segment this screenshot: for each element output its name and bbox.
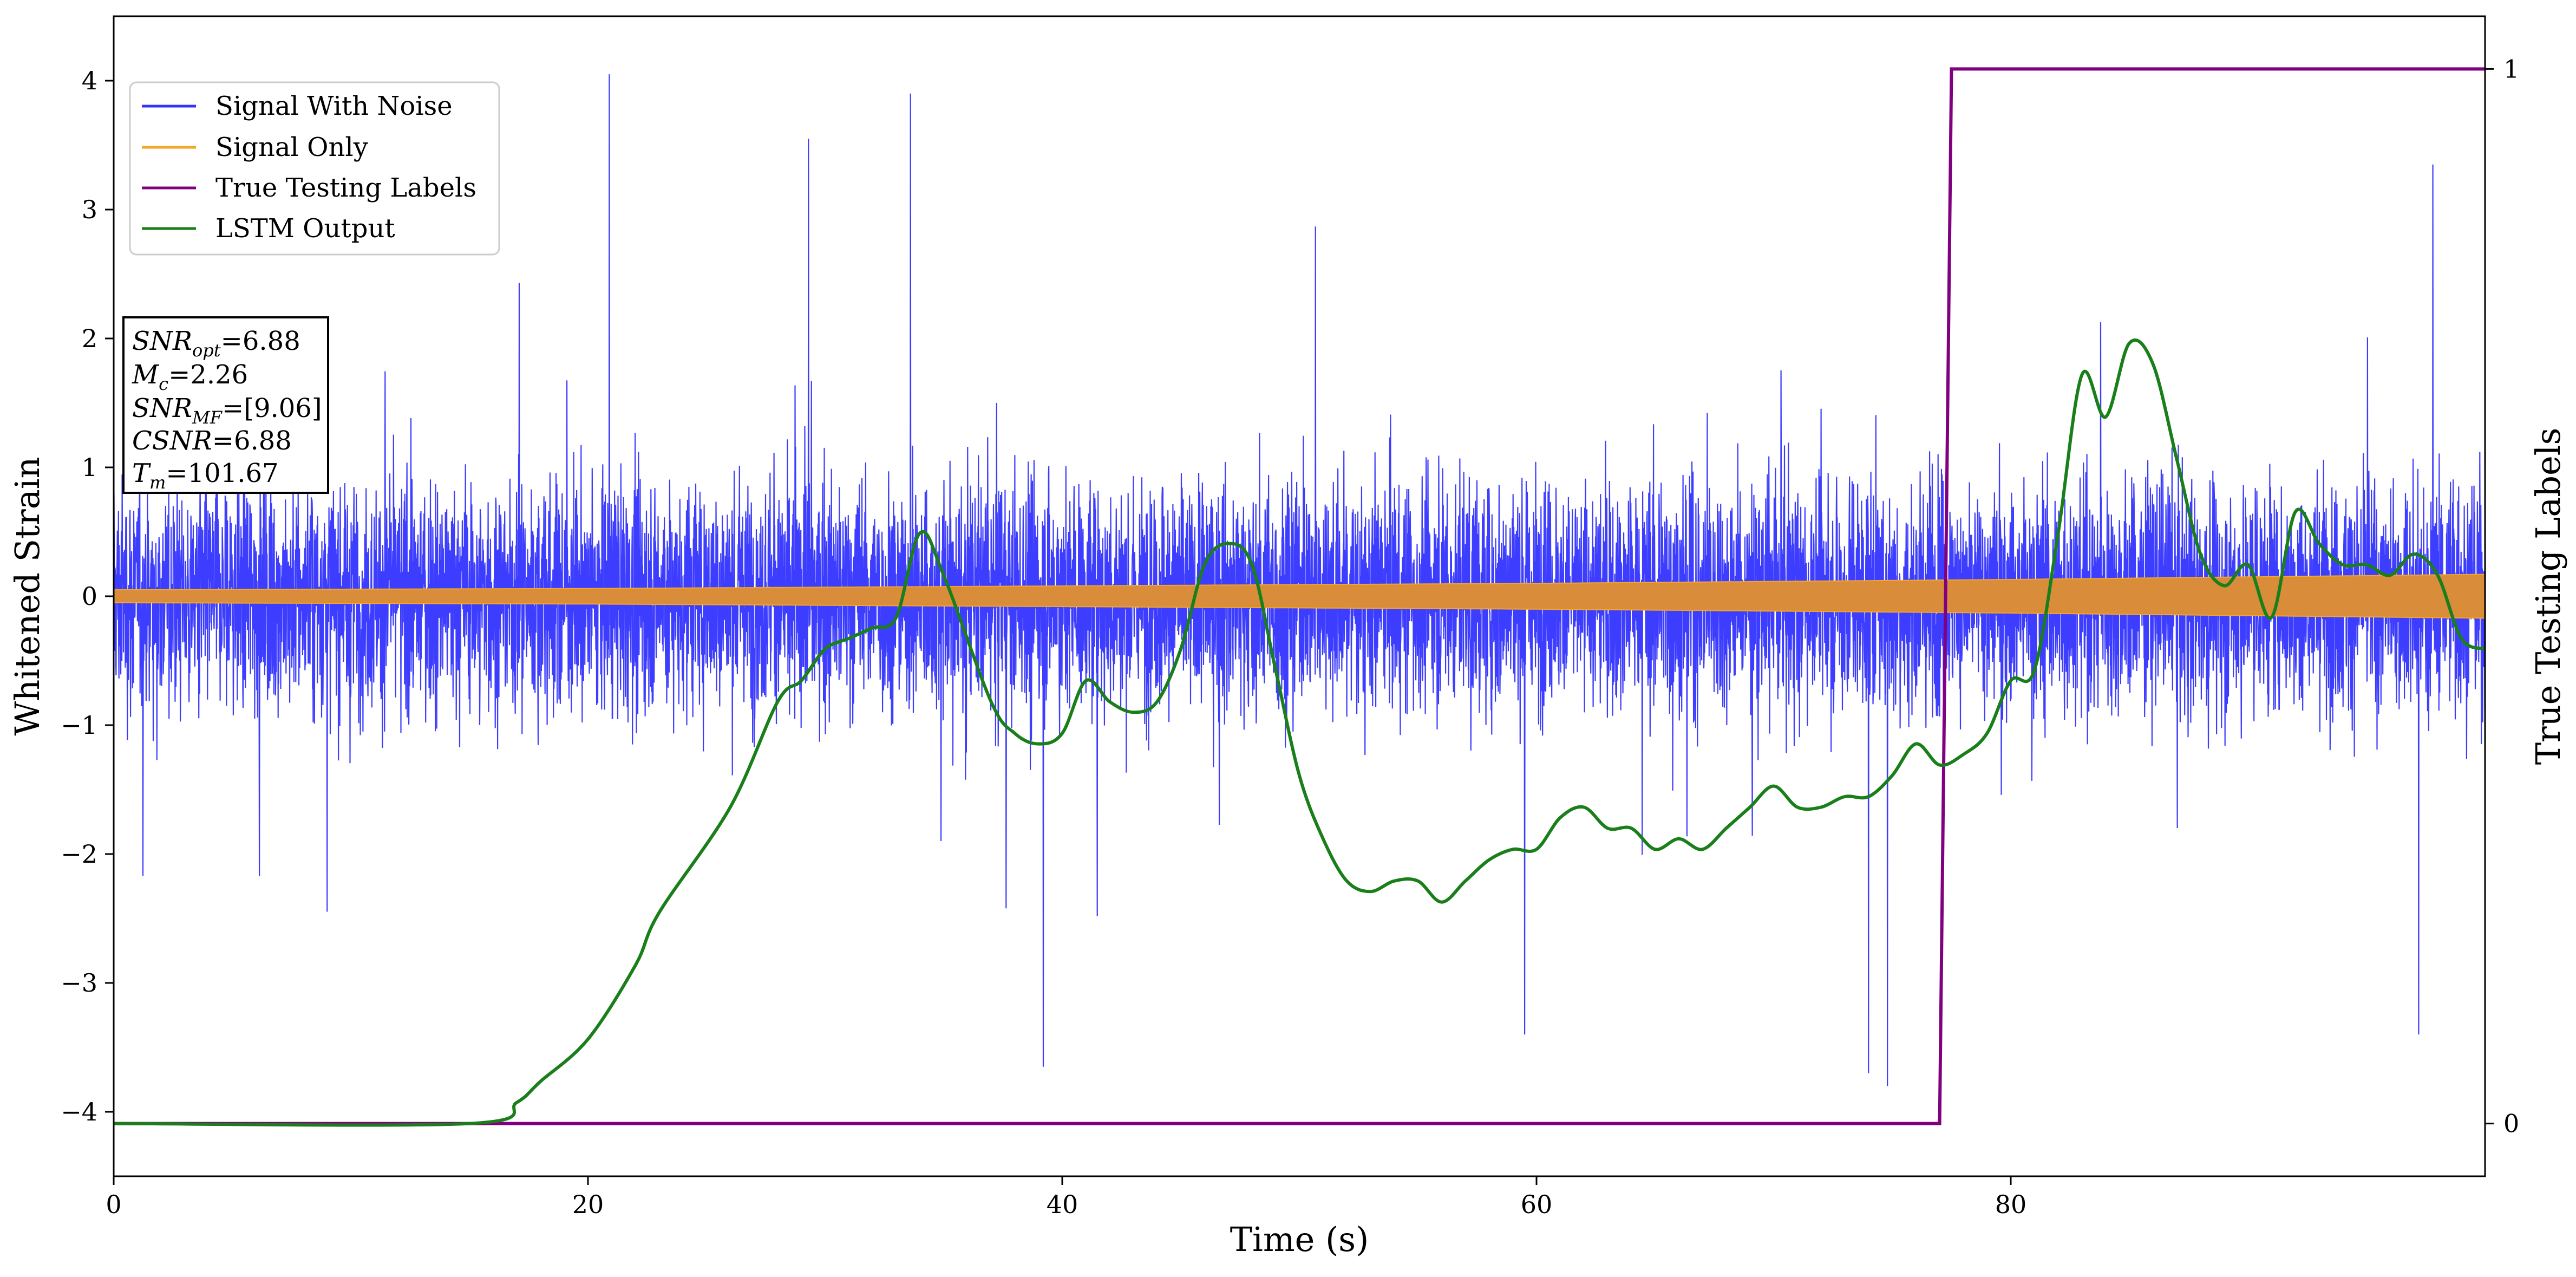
info-tm: Tm=101.67 (132, 458, 279, 493)
y-tick-label: −3 (61, 968, 97, 998)
info-mc: Mc=2.26 (132, 360, 248, 394)
y-tick-label: 4 (82, 66, 97, 95)
y-tick-label: 0 (82, 582, 97, 611)
y-axis-title: Whitened Strain (8, 457, 47, 736)
signal-with-noise-series (114, 74, 2485, 1086)
info-csnr: CSNR=6.88 (132, 426, 292, 456)
legend-label-signal-only: Signal Only (215, 132, 368, 162)
parameter-info-box: SNRopt=6.88 Mc=2.26 SNRMF=[9.06] CSNR=6.… (122, 316, 329, 494)
lstm-output-line (114, 338, 2485, 1127)
x-tick-label: 0 (106, 1190, 121, 1219)
info-snr-mf: SNRMF=[9.06] (132, 393, 322, 428)
true-testing-labels-series (114, 67, 2485, 1125)
y-tick-label: 2 (82, 324, 97, 353)
legend-label-lstm-output: LSTM Output (215, 213, 395, 244)
x-tick-label: 80 (1995, 1190, 2027, 1219)
y-tick-label: −4 (61, 1097, 97, 1126)
legend: Signal With Noise Signal Only True Testi… (129, 81, 500, 256)
info-box-frame (122, 316, 329, 494)
legend-label-signal-with-noise: Signal With Noise (215, 91, 453, 121)
signal-only-band (114, 574, 2485, 619)
x-tick-label: 20 (572, 1190, 604, 1219)
x-tick-label: 60 (1521, 1190, 1553, 1219)
lstm-output-series (114, 338, 2485, 1127)
y-tick-label: 3 (82, 195, 97, 224)
true-testing-labels-line (114, 67, 2485, 1125)
legend-label-true-testing-labels: True Testing Labels (215, 173, 476, 203)
y-right-tick-label: 1 (2503, 54, 2519, 83)
plot-area (114, 67, 2485, 1127)
x-axis-title: Time (s) (1230, 1220, 1369, 1259)
signal-only-series (114, 574, 2485, 619)
y-right-tick-label: 0 (2503, 1109, 2519, 1138)
signal-with-noise-line (114, 74, 2485, 1086)
y-tick-label: −1 (61, 711, 97, 740)
legend-box (129, 81, 500, 256)
y-tick-label: 1 (82, 453, 97, 482)
y-axis-right-title: True Testing Labels (2528, 428, 2568, 765)
y-tick-label: −2 (61, 839, 97, 869)
x-tick-label: 40 (1047, 1190, 1078, 1219)
info-snr-opt: SNRopt=6.88 (132, 326, 300, 361)
